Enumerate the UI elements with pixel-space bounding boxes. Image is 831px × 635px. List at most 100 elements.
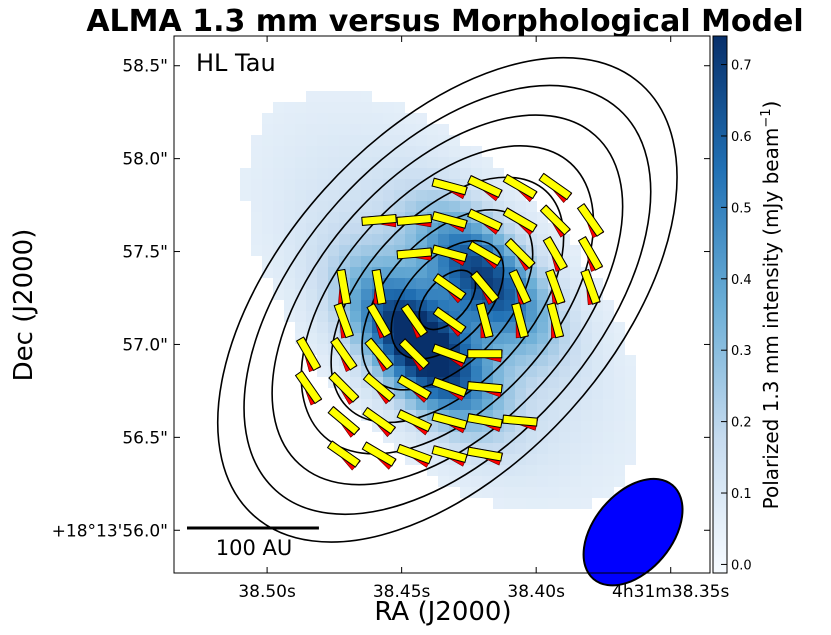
heatmap-cell xyxy=(427,278,438,289)
heatmap-cell xyxy=(350,201,361,212)
heatmap-cell xyxy=(427,157,438,168)
heatmap-cell xyxy=(603,487,614,498)
heatmap-cell xyxy=(284,245,295,256)
heatmap-cell xyxy=(504,366,515,377)
heatmap-cell xyxy=(405,179,416,190)
heatmap-cell xyxy=(317,212,328,223)
heatmap-cell xyxy=(262,245,273,256)
scale-bar-label: 100 AU xyxy=(216,536,293,560)
heatmap-cell xyxy=(416,157,427,168)
heatmap-cell xyxy=(427,256,438,267)
heatmap-cell xyxy=(592,355,603,366)
observed-vector xyxy=(466,413,503,429)
heatmap-cell xyxy=(394,289,405,300)
heatmap-cell xyxy=(394,388,405,399)
heatmap-cell xyxy=(537,278,548,289)
heatmap-cell xyxy=(284,190,295,201)
heatmap-cell xyxy=(493,366,504,377)
heatmap-cell xyxy=(537,212,548,223)
heatmap-cell xyxy=(482,476,493,487)
heatmap-cell xyxy=(625,421,636,432)
plot-area: 100 AU HL Tau xyxy=(173,35,711,587)
heatmap-cell xyxy=(339,234,350,245)
observed-vector xyxy=(431,445,468,463)
heatmap-cell xyxy=(625,443,636,454)
heatmap-cell xyxy=(592,300,603,311)
heatmap-cell xyxy=(526,454,537,465)
colorbar-tick-label: 0.5 xyxy=(731,201,752,216)
heatmap-cell xyxy=(504,355,515,366)
heatmap-cell xyxy=(493,377,504,388)
heatmap-cell xyxy=(548,223,559,234)
heatmap-cell xyxy=(471,289,482,300)
heatmap-cell xyxy=(526,476,537,487)
heatmap-cell xyxy=(592,278,603,289)
heatmap-cell xyxy=(383,278,394,289)
heatmap-cell xyxy=(361,267,372,278)
heatmap-cell xyxy=(559,355,570,366)
heatmap-cell xyxy=(614,355,625,366)
heatmap-cell xyxy=(405,278,416,289)
heatmap-cell xyxy=(405,256,416,267)
heatmap-cell xyxy=(460,410,471,421)
heatmap-cell xyxy=(625,410,636,421)
heatmap-cell xyxy=(526,201,537,212)
heatmap-cell xyxy=(614,344,625,355)
heatmap-cell xyxy=(405,300,416,311)
heatmap-cell xyxy=(526,212,537,223)
heatmap-cell xyxy=(394,234,405,245)
heatmap-cell xyxy=(570,443,581,454)
heatmap-cell xyxy=(592,377,603,388)
observed-vector xyxy=(366,302,392,338)
heatmap-cell xyxy=(504,333,515,344)
heatmap-cell xyxy=(603,443,614,454)
heatmap-cell xyxy=(372,399,383,410)
heatmap-cell xyxy=(603,421,614,432)
heatmap-cell xyxy=(284,113,295,124)
observed-vector xyxy=(577,235,604,271)
heatmap-cell xyxy=(493,179,504,190)
heatmap-cell xyxy=(427,168,438,179)
heatmap-cell xyxy=(449,311,460,322)
heatmap-cell xyxy=(482,377,493,388)
source-label: HL Tau xyxy=(196,49,276,77)
heatmap-cell xyxy=(295,300,306,311)
heatmap-cell xyxy=(306,135,317,146)
observed-vector xyxy=(396,374,432,400)
heatmap-cell xyxy=(493,410,504,421)
heatmap-cell xyxy=(581,333,592,344)
heatmap-cell xyxy=(339,245,350,256)
heatmap-cell xyxy=(284,278,295,289)
heatmap-cell xyxy=(471,399,482,410)
heatmap-cell xyxy=(427,135,438,146)
heatmap-cell xyxy=(317,245,328,256)
heatmap-cell xyxy=(427,410,438,421)
heatmap-cell xyxy=(416,410,427,421)
heatmap-cell xyxy=(548,487,559,498)
heatmap-cell xyxy=(383,432,394,443)
heatmap-cell xyxy=(614,333,625,344)
heatmap-cell xyxy=(416,377,427,388)
heatmap-cell xyxy=(592,410,603,421)
heatmap-cell xyxy=(306,234,317,245)
observed-vector xyxy=(502,414,538,427)
heatmap-cell xyxy=(361,234,372,245)
heatmap-cell xyxy=(394,168,405,179)
heatmap-cell xyxy=(394,300,405,311)
heatmap-cell xyxy=(405,157,416,168)
heatmap-cell xyxy=(306,300,317,311)
heatmap-cell xyxy=(482,223,493,234)
heatmap-cell xyxy=(361,113,372,124)
heatmap-cell xyxy=(273,113,284,124)
heatmap-cell xyxy=(592,432,603,443)
heatmap-cell xyxy=(570,432,581,443)
heatmap-cell xyxy=(537,454,548,465)
heatmap-cell xyxy=(625,377,636,388)
heatmap-cell xyxy=(449,410,460,421)
heatmap-cell xyxy=(570,333,581,344)
observed-vector xyxy=(539,204,571,236)
heatmap-cell xyxy=(339,366,350,377)
observed-vector xyxy=(327,405,361,436)
heatmap-cell xyxy=(284,168,295,179)
heatmap-cell xyxy=(438,421,449,432)
